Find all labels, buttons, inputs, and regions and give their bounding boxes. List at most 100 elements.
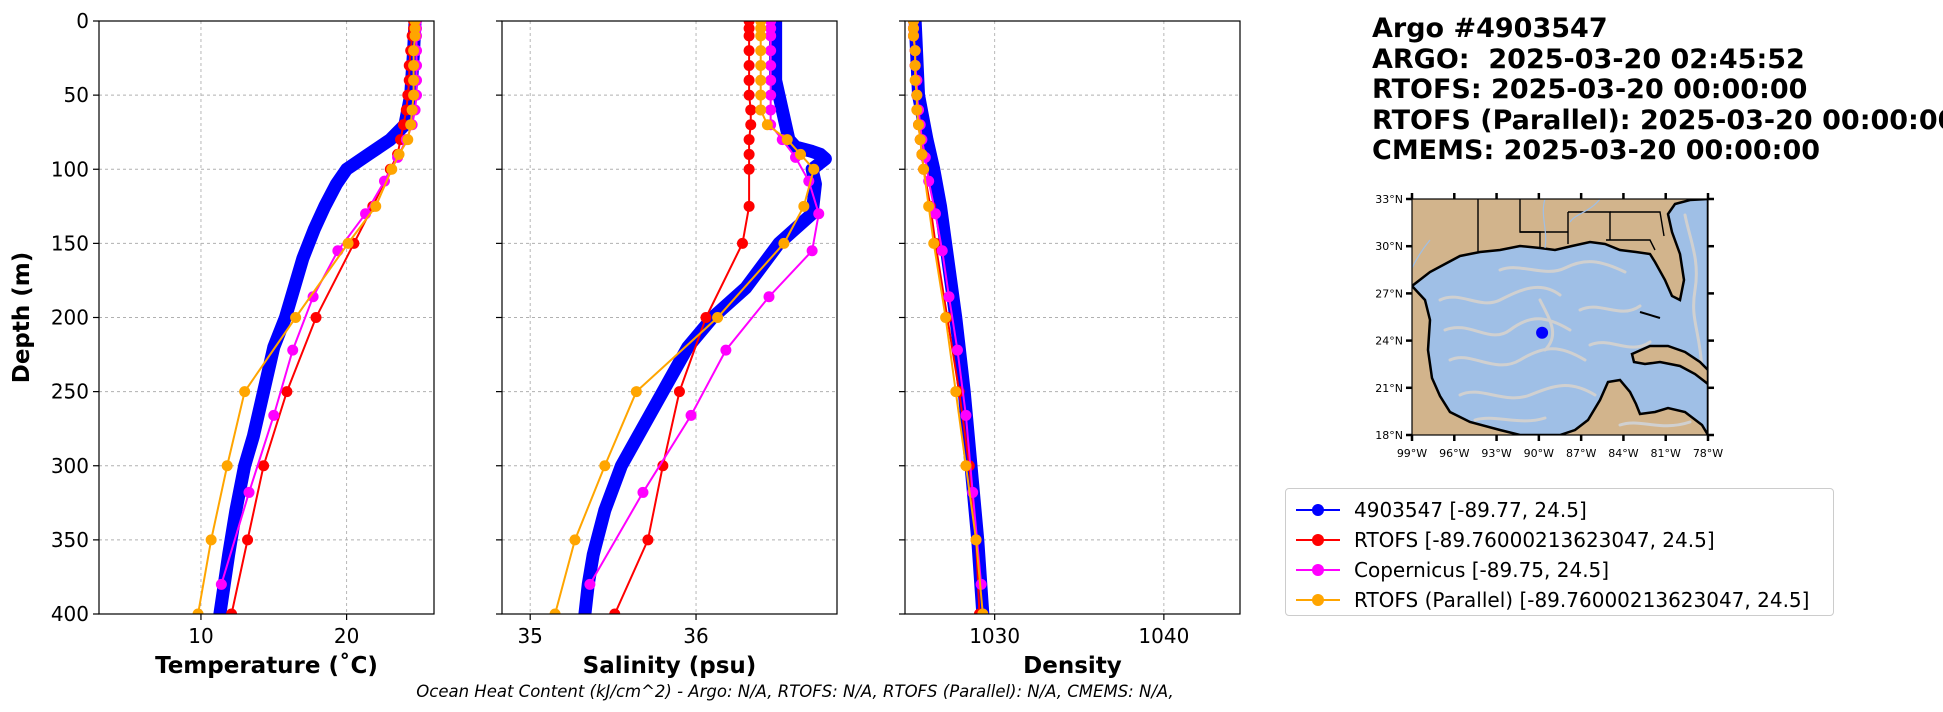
legend: 4903547 [-89.77, 24.5] RTOFS [-89.760002… (1285, 488, 1834, 616)
series-line (578, 21, 832, 614)
data-point (940, 312, 952, 323)
data-point (310, 312, 322, 323)
profile-panel: 1030 1040 Density (899, 20, 1241, 679)
data-point (673, 386, 685, 398)
y-axis-label: Depth (m) (9, 252, 35, 384)
map-lon-label: 90°W (1524, 447, 1554, 460)
ohc-caption: Ocean Heat Content (kJ/cm^2) - Argo: N/A… (416, 682, 1174, 701)
x-axis-label: Salinity (psu) (583, 653, 757, 679)
profile-panel: 35 36 Salinity (psu) (496, 20, 838, 679)
data-point (630, 386, 642, 398)
data-point (755, 74, 767, 86)
map-cuba (1630, 344, 1708, 386)
y-tick-label: 400 (51, 602, 89, 626)
data-point (685, 409, 697, 421)
data-point (549, 608, 561, 614)
data-point (914, 134, 926, 146)
legend-swatch (1294, 530, 1342, 550)
data-point (226, 608, 238, 614)
data-point (909, 45, 921, 57)
y-tick-label: 50 (64, 83, 89, 107)
data-point (243, 486, 255, 498)
gulf-map: 33°N 30°N 27°N 24°N 21°N 18°N 99°W 96°W 93°W 90°W… (1375, 193, 1723, 460)
data-point (239, 386, 251, 398)
data-point (743, 89, 755, 101)
x-tick-label: 10 (188, 624, 213, 648)
data-point (408, 59, 420, 71)
data-point (765, 74, 777, 86)
data-point (977, 608, 989, 614)
data-point (720, 344, 732, 356)
data-point (408, 45, 420, 57)
data-point (755, 59, 767, 71)
data-point (755, 104, 767, 116)
y-tick-label: 100 (51, 157, 89, 181)
legend-label: RTOFS (Parallel) [-89.76000213623047, 24… (1354, 588, 1810, 612)
data-point (929, 208, 941, 220)
data-point (765, 104, 777, 116)
data-point (281, 386, 293, 398)
data-point (242, 534, 254, 546)
map-lon-label: 99°W (1397, 447, 1427, 460)
data-point (778, 237, 790, 249)
map-lat-label: 21°N (1375, 382, 1403, 395)
data-point (765, 45, 777, 57)
data-point (907, 30, 919, 42)
map-lat-label: 18°N (1375, 429, 1403, 442)
map-lat-label: 30°N (1375, 240, 1403, 253)
rtofs-parallel-time: RTOFS (Parallel): 2025-03-20 00:00:00 (1372, 104, 1943, 136)
data-point (943, 291, 955, 303)
data-point (806, 245, 818, 257)
argo-time: ARGO: 2025-03-20 02:45:52 (1372, 43, 1805, 75)
map-lon-label: 87°W (1566, 447, 1596, 460)
data-point (975, 578, 987, 590)
data-point (192, 608, 204, 614)
map-frame (1411, 198, 1709, 436)
map-lat-label: 27°N (1375, 287, 1403, 300)
data-point (215, 578, 227, 590)
x-axis-label: Temperature (˚C) (155, 652, 378, 679)
data-point (795, 148, 807, 160)
data-point (928, 237, 940, 249)
map-keys (1639, 311, 1661, 319)
data-point (268, 409, 280, 421)
x-tick-label: 36 (683, 624, 708, 648)
cmems-time: CMEMS: 2025-03-20 00:00:00 (1372, 135, 1821, 166)
legend-swatch (1294, 560, 1342, 580)
data-point (743, 200, 755, 212)
data-point (923, 200, 935, 212)
data-point (743, 163, 755, 175)
data-point (743, 45, 755, 57)
map-lon-label: 81°W (1651, 447, 1681, 460)
x-tick-label: 20 (334, 624, 359, 648)
x-tick-label: 1030 (969, 624, 1020, 648)
data-point (798, 200, 810, 212)
data-point (386, 163, 398, 175)
data-point (290, 312, 302, 323)
map-lon-label: 84°W (1608, 447, 1638, 460)
data-point (918, 163, 930, 175)
data-point (609, 608, 621, 614)
data-point (700, 312, 712, 323)
legend-label: Copernicus [-89.75, 24.5] (1354, 558, 1610, 582)
map-lon-label: 96°W (1439, 447, 1469, 460)
legend-item-argo: 4903547 [-89.77, 24.5] (1294, 495, 1825, 525)
data-point (960, 409, 972, 421)
map-rivers (1412, 199, 1601, 269)
data-point (911, 104, 923, 116)
map-lon-label: 93°W (1481, 447, 1511, 460)
map-lon-label: 78°W (1693, 447, 1723, 460)
data-point (909, 59, 921, 71)
data-point (205, 534, 217, 546)
data-point (781, 134, 793, 146)
data-point (342, 237, 354, 249)
float-position-marker (1536, 326, 1549, 339)
data-point (951, 344, 963, 356)
data-point (743, 30, 755, 42)
x-tick-label: 1040 (1138, 624, 1189, 648)
data-point (763, 291, 775, 303)
series-group (549, 21, 832, 614)
data-point (408, 74, 420, 86)
data-point (755, 89, 767, 101)
map-streamlines (1438, 213, 1704, 428)
